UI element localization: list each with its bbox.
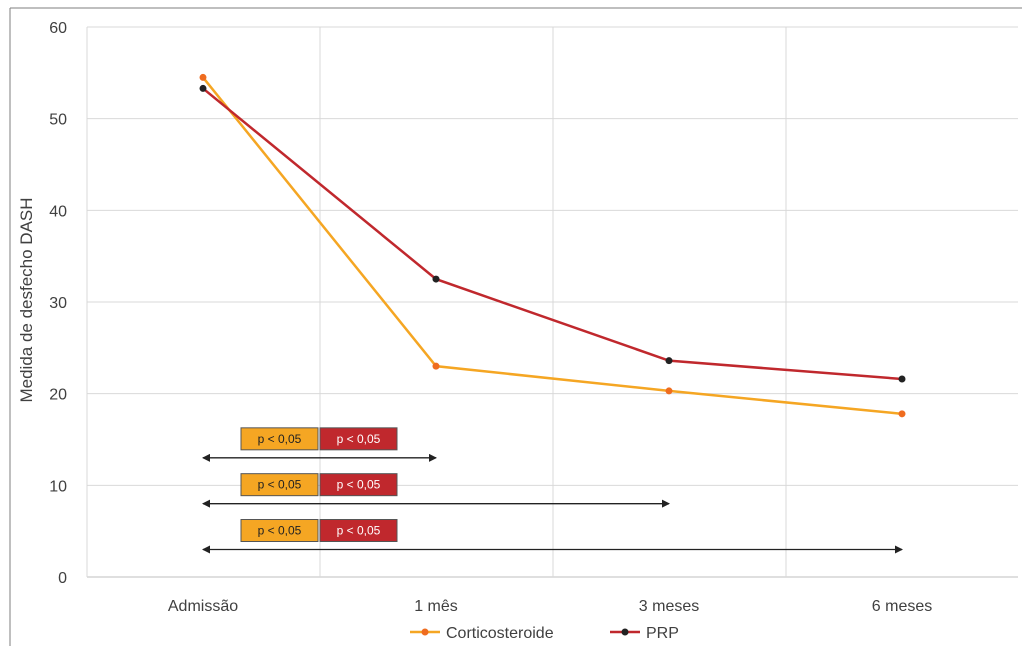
x-tick-label: 1 mês xyxy=(414,598,458,615)
data-point-prp xyxy=(432,275,440,283)
data-point-corticosteroide xyxy=(432,362,440,370)
p-value-label: p < 0,05 xyxy=(258,432,302,446)
p-value-box xyxy=(319,427,398,451)
y-axis-ticks: 0 10 20 30 40 50 60 xyxy=(49,20,67,587)
y-tick-label: 20 xyxy=(49,387,67,404)
y-tick-label: 50 xyxy=(49,112,67,129)
data-point-prp xyxy=(898,375,906,383)
legend-swatch-marker xyxy=(621,628,629,636)
legend-label: PRP xyxy=(646,625,679,642)
series-line-corticosteroide xyxy=(202,76,903,416)
data-point-corticosteroide xyxy=(199,73,207,81)
legend-label: Corticosteroide xyxy=(446,625,554,642)
x-tick-label: 6 meses xyxy=(872,598,932,615)
p-value-label: p < 0,05 xyxy=(337,478,381,492)
p-value-label: p < 0,05 xyxy=(258,478,302,492)
y-tick-label: 40 xyxy=(49,203,67,220)
data-point-corticosteroide xyxy=(898,410,906,418)
y-tick-label: 30 xyxy=(49,295,67,312)
y-tick-label: 10 xyxy=(49,478,67,495)
legend-swatch-marker xyxy=(421,628,429,636)
significance-annotations: p < 0,05 p < 0,05 p < 0,05 p < 0,05 p < 0,05… xyxy=(202,427,903,554)
y-tick-label: 0 xyxy=(58,570,67,587)
legend: Corticosteroide PRP xyxy=(410,625,679,642)
p-value-box xyxy=(240,519,319,542)
x-axis-ticks: Admissão 1 mês 3 meses 6 meses xyxy=(168,598,932,615)
p-value-box xyxy=(240,427,319,451)
p-value-box xyxy=(240,473,319,497)
p-value-box xyxy=(319,473,398,497)
data-point-prp xyxy=(199,84,207,92)
p-value-box xyxy=(319,519,398,542)
x-tick-label: 3 meses xyxy=(639,598,699,615)
y-tick-label: 60 xyxy=(49,20,67,37)
p-value-label: p < 0,05 xyxy=(258,524,302,538)
data-point-prp xyxy=(665,357,673,365)
p-value-label: p < 0,05 xyxy=(337,524,381,538)
p-value-label: p < 0,05 xyxy=(337,432,381,446)
y-axis-label: Medida de desfecho DASH xyxy=(17,197,36,402)
grid xyxy=(86,26,1018,578)
x-tick-label: Admissão xyxy=(168,598,238,615)
series-line-prp xyxy=(202,87,903,381)
series-lines xyxy=(199,73,906,418)
data-point-corticosteroide xyxy=(665,387,673,395)
